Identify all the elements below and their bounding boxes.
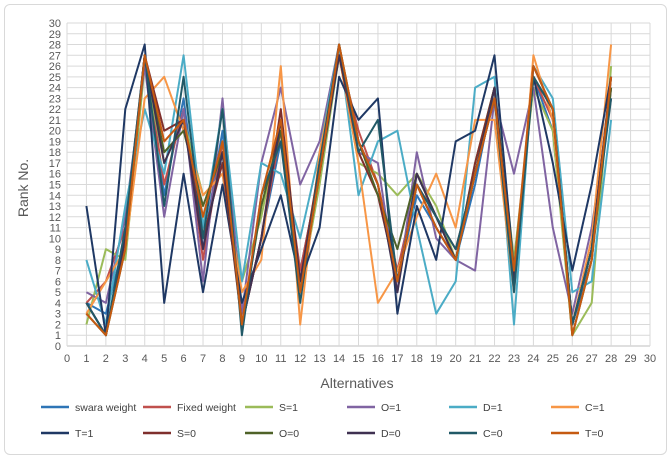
- y-tick-label: 11: [50, 223, 61, 235]
- y-tick-label: 10: [49, 233, 61, 245]
- x-tick-label: 30: [644, 353, 656, 365]
- y-tick-label: 30: [49, 18, 61, 30]
- y-tick-label: 22: [49, 104, 61, 116]
- legend-label: D=0: [381, 428, 401, 440]
- y-tick-label: 29: [49, 29, 61, 41]
- y-tick-label: 23: [49, 93, 61, 105]
- y-tick-label: 2: [55, 319, 61, 331]
- x-tick-label: 16: [372, 353, 384, 365]
- y-axis-title: Rank No.: [15, 159, 31, 217]
- x-tick-label: 15: [352, 353, 364, 365]
- legend-label: O=1: [381, 402, 401, 414]
- x-tick-label: 11: [275, 353, 286, 365]
- x-tick-label: 2: [103, 353, 109, 365]
- x-tick-label: 8: [219, 353, 225, 365]
- x-tick-label: 27: [586, 353, 598, 365]
- y-tick-label: 28: [49, 40, 61, 52]
- y-tick-label: 20: [49, 126, 61, 138]
- legend-label: Fixed weight: [177, 402, 236, 414]
- x-tick-label: 9: [239, 353, 245, 365]
- legend-label: S=0: [177, 428, 196, 440]
- x-axis-title: Alternatives: [320, 375, 393, 391]
- series-lines: [85, 43, 613, 337]
- x-tick-label: 19: [430, 353, 442, 365]
- x-tick-label: 22: [488, 353, 500, 365]
- y-tick-label: 24: [49, 83, 61, 95]
- y-tick-label: 19: [49, 136, 61, 148]
- series-line-c-0: [85, 43, 613, 337]
- legend-label: C=1: [585, 402, 605, 414]
- y-tick-label: 17: [49, 158, 61, 170]
- y-tick-label: 3: [55, 309, 61, 321]
- x-tick-label: 20: [450, 353, 462, 365]
- x-tick-label: 26: [566, 353, 578, 365]
- y-tick-label: 16: [49, 169, 61, 181]
- rank-line-chart: 0123456789101112131415161718192021222324…: [15, 18, 656, 440]
- x-tick-label: 17: [391, 353, 403, 365]
- x-tick-label: 4: [142, 353, 148, 365]
- y-tick-label: 14: [49, 190, 61, 202]
- x-axis-ticks: 0 1 2 3 4 5 6 7 8 9 10 11 12 13 14 15 16 17 18 19 20 21 22 23 24…: [64, 353, 656, 365]
- y-tick-label: 7: [55, 266, 61, 278]
- y-tick-label: 13: [49, 201, 61, 213]
- x-tick-label: 29: [624, 353, 636, 365]
- legend-label: S=1: [279, 402, 298, 414]
- x-tick-label: 10: [255, 353, 267, 365]
- legend-label: T=0: [585, 428, 604, 440]
- y-tick-label: 18: [49, 147, 61, 159]
- y-tick-label: 1: [55, 330, 61, 342]
- series-line-t-0: [85, 43, 613, 337]
- x-tick-label: 5: [161, 353, 167, 365]
- y-axis-ticks: 0123456789101112131415161718192021222324…: [49, 18, 61, 353]
- y-tick-label: 25: [49, 72, 61, 84]
- x-tick-label: 6: [181, 353, 187, 365]
- x-tick-label: 3: [122, 353, 128, 365]
- y-tick-label: 27: [49, 50, 61, 62]
- x-tick-label: 28: [605, 353, 617, 365]
- x-tick-label: 21: [469, 353, 481, 365]
- x-tick-label: 1: [83, 353, 89, 365]
- x-tick-label: 7: [200, 353, 206, 365]
- legend-label: C=0: [483, 428, 503, 440]
- chart-frame: 0 1 2 3 4 5 6 7 8 9 10 11 12 13 14 15 16 17 18 19 20 21 22 23 24…: [4, 4, 667, 455]
- x-tick-label: 24: [527, 353, 539, 365]
- y-tick-label: 15: [49, 180, 61, 192]
- x-tick-label: 0: [64, 353, 70, 365]
- x-tick-label: 14: [333, 353, 345, 365]
- y-tick-label: 0: [55, 341, 61, 353]
- y-tick-label: 5: [55, 287, 61, 299]
- legend-label: swara weight: [75, 402, 136, 414]
- x-tick-label: 23: [508, 353, 520, 365]
- y-tick-label: 9: [55, 244, 61, 256]
- legend: swara weight Fixed weight S=1 O=1 D=1 C=1 T=1 S…: [41, 402, 605, 440]
- legend-label: O=0: [279, 428, 299, 440]
- x-tick-label: 18: [411, 353, 423, 365]
- legend-label: D=1: [483, 402, 503, 414]
- x-tick-label: 13: [314, 353, 326, 365]
- y-tick-label: 6: [55, 276, 61, 288]
- y-tick-label: 4: [55, 298, 61, 310]
- y-tick-label: 21: [49, 115, 61, 127]
- y-tick-label: 26: [49, 61, 61, 73]
- y-tick-label: 12: [49, 212, 61, 224]
- x-tick-label: 12: [294, 353, 306, 365]
- y-tick-label: 8: [55, 255, 61, 267]
- x-tick-label: 25: [547, 353, 559, 365]
- legend-label: T=1: [75, 428, 94, 440]
